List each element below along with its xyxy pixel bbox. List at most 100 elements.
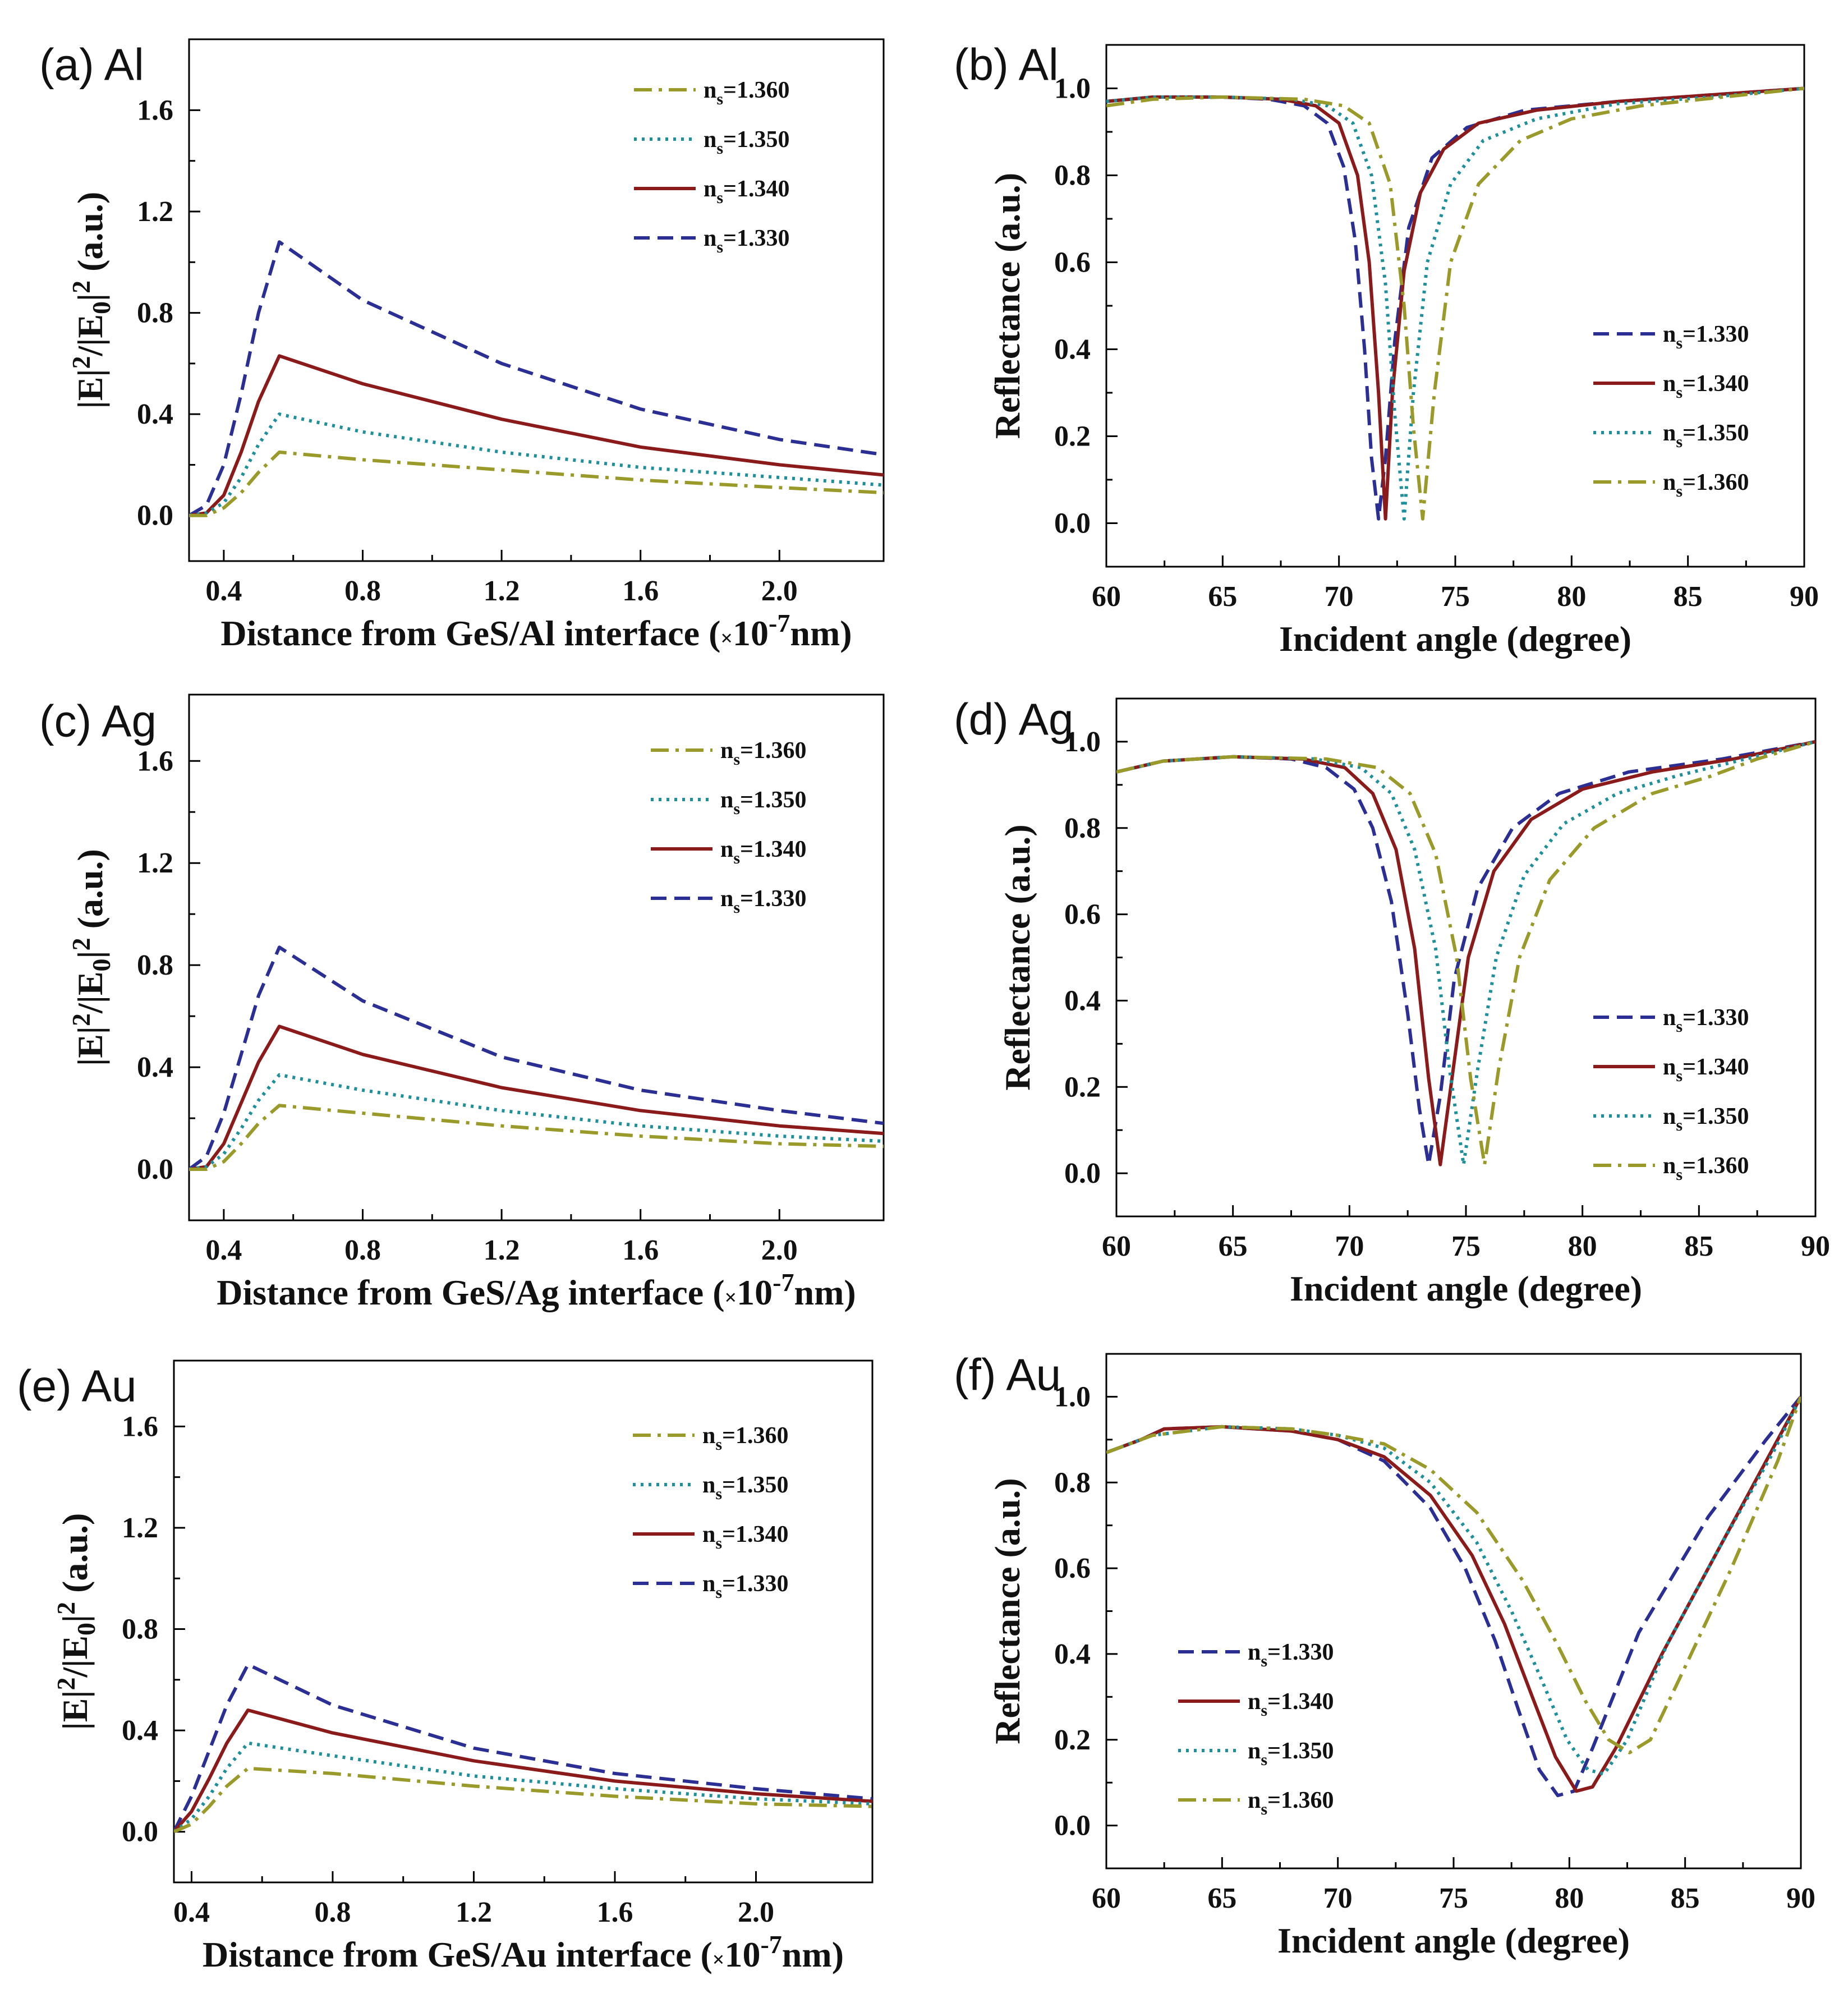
panel-label: (d) Ag [954,695,1073,745]
x-tick-label: 0.8 [344,575,381,607]
x-axis-title-main: Distance from GeS/Al interface ( [220,613,720,653]
legend-label: ns=1.340 [1663,1054,1749,1085]
legend-label-value: =1.340 [1682,1054,1749,1080]
legend-label-n: n [704,176,716,202]
x-axis-title: Incident angle (degree) [1290,1269,1642,1308]
chart-panel-b: (b) Al 60 65 70 75 80 85 90 0.0 0.2 0.4 0.6 0.8 1.0 In… [954,40,1819,659]
chart-panel-c: (c) Ag0.4 0.8 1.2 1.6 2.00.00.40.81.21.6Dist… [39,693,885,1312]
legend-label: ns=1.360 [702,1423,788,1454]
legend-label-sub: s [716,189,723,207]
x-tick-label: 2.0 [738,1896,774,1928]
x-axis-title: Distance from GeS/Ag interface (×10-7nm) [217,1268,856,1312]
panel-label: (e) Au [17,1361,136,1411]
legend-label-value: =1.360 [1267,1788,1334,1813]
x-tick-label: 1.2 [484,575,520,607]
legend-label-value: =1.350 [723,127,789,153]
legend-label: ns=1.340 [702,1522,788,1552]
x-tick-label: 80 [1555,1882,1584,1914]
y-axis-title-sup: 2 [67,281,95,293]
legend-label-n: n [1663,1104,1676,1129]
y-tick-label: 0.8 [137,297,173,329]
plot-frame [173,1359,874,1884]
y-tick-label: 0.4 [122,1715,158,1747]
legend-label: ns=1.350 [720,787,806,818]
legend-label: ns=1.350 [704,127,789,158]
chart-panel-d: (d) Ag 60 65 70 75 80 85 90 0.0 0.2 0.4 0.6 0.8 1.0 In… [954,695,1830,1308]
y-tick-label: 0.6 [1054,1552,1091,1584]
legend-label: ns=1.350 [1248,1738,1334,1769]
y-tick-label: 0.6 [1064,899,1101,931]
legend-label: ns=1.330 [1248,1639,1334,1670]
x-tick-label: 75 [1439,1882,1468,1914]
series-line-ns=1.360 [174,1766,872,1834]
series-line-ns=1.360 [189,1104,884,1171]
y-tick-label: 0.4 [1054,1638,1091,1670]
legend-label-value: =1.340 [1682,371,1749,397]
legend-label-sub: s [716,238,723,256]
series-line-ns=1.340 [189,1025,884,1171]
legend-label-n: n [704,127,716,153]
legend-label: ns=1.340 [1248,1689,1334,1720]
legend-label-n: n [1663,1153,1676,1179]
legend-label-value: =1.340 [723,176,789,202]
series-line-ns=1.360 [1106,86,1804,521]
legend-label-value: =1.350 [1682,420,1749,446]
x-tick-label: 65 [1207,1882,1236,1914]
x-tick-label: 2.0 [761,575,798,607]
series-line-ns=1.340 [1106,86,1804,521]
legend-label-sub: s [715,1485,722,1503]
legend-label-n: n [1663,1005,1676,1031]
x-tick-label: 0.8 [344,1234,381,1266]
y-axis-title: |E|2/|E0|2 (a.u.) [67,192,116,409]
x-tick-label: 85 [1684,1230,1713,1262]
y-axis-title-part: (a.u.) [55,1513,95,1602]
legend-label-value: =1.330 [1682,321,1749,347]
legend-label-n: n [1248,1689,1261,1715]
legend-label: ns=1.330 [702,1571,788,1602]
chart-panel-f: (f) Au 60 65 70 75 80 85 90 0.0 0.2 0.4 0.6 0.8 1.0 In… [954,1350,1815,1960]
y-axis-title-sup: 2 [67,938,95,950]
legend-label-value: =1.330 [1682,1005,1749,1031]
legend-label-value: =1.360 [1682,470,1749,495]
legend-label-sub: s [716,139,723,158]
legend-label-n: n [704,226,716,251]
legend-label-value: =1.340 [740,837,806,862]
y-tick-label: 0.0 [137,500,173,532]
y-axis-title-part: |E| [70,1026,110,1066]
legend-label: ns=1.330 [1663,321,1749,352]
y-tick-label: 0.0 [1054,1810,1091,1842]
y-axis-title-part: /|E [70,314,110,357]
series-line-ns=1.340 [1116,739,1815,1166]
legend-label-n: n [1248,1738,1261,1764]
series-line-ns=1.330 [174,1662,872,1833]
series-line-ns=1.360 [189,450,884,517]
chart-panel-e: (e) Au0.4 0.8 1.2 1.6 2.00.00.40.81.21.6Dist… [17,1359,874,1974]
x-tick-label: 0.4 [205,1234,242,1266]
legend-label-sub: s [733,750,740,769]
x-tick-label: 85 [1671,1882,1700,1914]
x-axis-title-exponent: -7 [760,1930,782,1959]
series-group [1106,1395,1801,1798]
panel-label: (b) Al [954,40,1059,90]
x-axis-title-base: 10 [724,1935,760,1974]
legend-label-n: n [702,1423,715,1449]
x-tick-label: 75 [1451,1230,1481,1262]
series-line-ns=1.340 [189,354,884,517]
legend-label-n: n [1663,321,1676,347]
series-line-ns=1.350 [189,412,884,517]
y-axis-title: |E|2/|E0|2 (a.u.) [52,1513,100,1730]
y-tick-label: 1.6 [137,94,173,126]
legend-label-sub: s [1676,383,1682,402]
x-axis-title-unit: nm) [794,1273,856,1312]
y-axis-title-part: /|E [55,1636,95,1678]
series-group [189,945,884,1171]
legend-label-n: n [702,1472,715,1498]
series-group [174,1662,872,1834]
legend-label-n: n [720,837,733,862]
legend-label-n: n [704,77,716,103]
x-axis-title-times: × [720,627,733,650]
y-tick-label: 0.4 [137,398,173,430]
x-tick-label: 90 [1790,581,1819,613]
legend-label: ns=1.340 [704,176,789,207]
